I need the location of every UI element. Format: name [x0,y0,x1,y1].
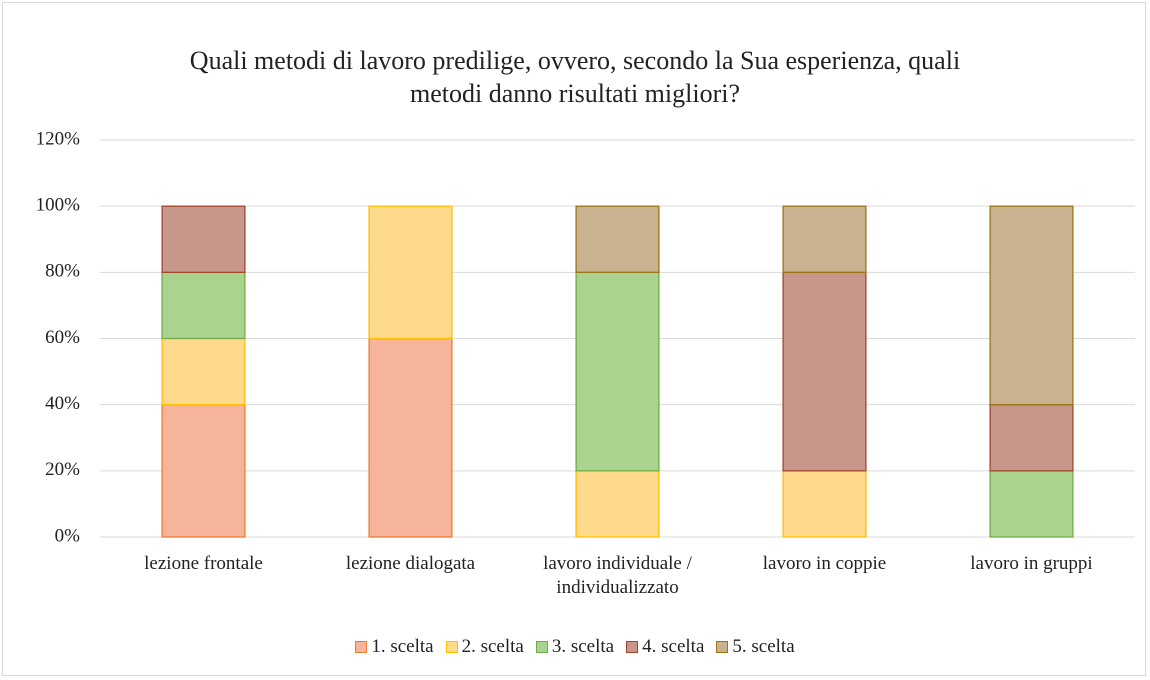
bar-segment [368,205,453,340]
y-tick-label: 20% [45,459,80,480]
bar-segment [989,205,1074,406]
bar-segment [161,404,246,538]
legend-label: 3. scelta [551,636,615,657]
legend-item: 2. scelta [445,636,524,658]
bar-segment [161,205,246,273]
bar-segment [782,470,867,538]
legend-item: 1. scelta [355,636,434,658]
y-tick-label: 100% [36,195,81,216]
y-tick-label: 60% [45,327,80,348]
legend-swatch [626,641,639,653]
bar-segment [575,470,660,538]
bar-segment [161,337,246,406]
legend-label: 5. scelta [732,636,795,657]
bar-segment [575,271,660,472]
y-tick-label: 80% [45,261,80,282]
chart-title: Quali metodi di lavoro predilige, ovvero… [189,46,961,108]
x-tick-label: lezione frontale [144,553,263,574]
x-tick-label: lavoro in gruppi [970,553,1093,574]
bar-segment [989,404,1074,472]
x-tick-label: lezione dialogata [345,553,476,574]
y-tick-label: 120% [36,128,81,149]
bar-segment [782,205,867,273]
x-tick-label: lavoro in coppie [762,553,887,574]
bar-segment [368,337,453,538]
y-tick-label: 0% [55,525,81,546]
bar-segment [782,271,867,472]
legend: 1. scelta 2. scelta 3. scelta 4. scelta 5. s… [0,636,1150,658]
bar-segment [161,271,246,340]
legend-label: 1. scelta [371,636,434,657]
legend-label: 2. scelta [461,636,524,657]
legend-swatch [355,641,368,653]
legend-item: 5. scelta [716,636,795,658]
x-tick-label: lavoro individuale / individualizzato [543,553,692,598]
y-tick-label: 40% [45,393,80,414]
legend-item: 3. scelta [535,636,615,658]
bar-segment [575,205,660,273]
legend-swatch [535,641,548,653]
legend-swatch [445,641,458,653]
legend-item: 4. scelta [626,636,704,658]
bar-segment [989,470,1074,538]
legend-swatch [716,641,729,653]
legend-label: 4. scelta [642,636,705,657]
